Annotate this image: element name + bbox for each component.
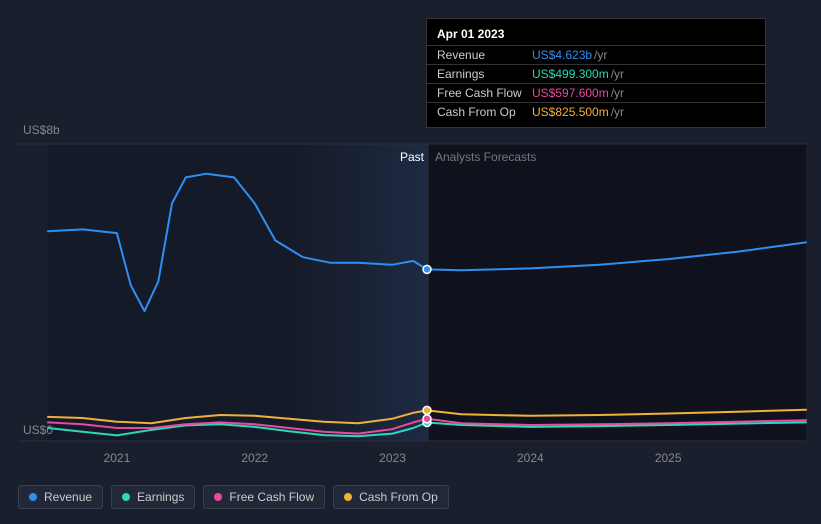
chart-legend: Revenue Earnings Free Cash Flow Cash From O… <box>18 485 449 509</box>
tooltip-suffix: /yr <box>611 105 624 119</box>
tooltip-row-free-cash-flow: Free Cash FlowUS$597.600m/yr <box>427 84 765 103</box>
tooltip-label: Free Cash Flow <box>437 86 532 100</box>
legend-item-fcf[interactable]: Free Cash Flow <box>203 485 325 509</box>
tooltip-suffix: /yr <box>594 48 607 62</box>
y-axis-min-label: US$0 <box>23 423 53 437</box>
legend-item-earnings[interactable]: Earnings <box>111 485 195 509</box>
x-tick-2022: 2022 <box>241 451 268 465</box>
x-tick-2025: 2025 <box>655 451 682 465</box>
legend-label: Revenue <box>44 490 92 504</box>
legend-dot-icon <box>214 493 222 501</box>
tooltip-row-cash-from-op: Cash From OpUS$825.500m/yr <box>427 103 765 121</box>
legend-label: Cash From Op <box>359 490 438 504</box>
tooltip-row-earnings: EarningsUS$499.300m/yr <box>427 65 765 84</box>
tooltip-value: US$4.623b <box>532 48 592 62</box>
tooltip-label: Revenue <box>437 48 532 62</box>
y-axis-max-label: US$8b <box>23 123 60 137</box>
tooltip-label: Cash From Op <box>437 105 532 119</box>
legend-dot-icon <box>29 493 37 501</box>
legend-dot-icon <box>344 493 352 501</box>
tooltip-suffix: /yr <box>611 67 624 81</box>
legend-item-revenue[interactable]: Revenue <box>18 485 103 509</box>
tooltip-value: US$825.500m <box>532 105 609 119</box>
legend-label: Free Cash Flow <box>229 490 314 504</box>
legend-dot-icon <box>122 493 130 501</box>
x-tick-2024: 2024 <box>517 451 544 465</box>
financials-chart: US$8b US$0 Past Analysts Forecasts 2021 2… <box>0 0 821 524</box>
tooltip-suffix: /yr <box>611 86 624 100</box>
legend-item-cfo[interactable]: Cash From Op <box>333 485 449 509</box>
tooltip-row-revenue: RevenueUS$4.623b/yr <box>427 46 765 65</box>
forecast-region-label: Analysts Forecasts <box>435 150 536 164</box>
legend-label: Earnings <box>137 490 184 504</box>
hover-tooltip: Apr 01 2023 RevenueUS$4.623b/yrEarningsU… <box>426 18 766 128</box>
tooltip-date: Apr 01 2023 <box>427 25 765 46</box>
tooltip-label: Earnings <box>437 67 532 81</box>
tooltip-value: US$597.600m <box>532 86 609 100</box>
x-tick-2023: 2023 <box>379 451 406 465</box>
x-tick-2021: 2021 <box>104 451 131 465</box>
past-region-label: Past <box>390 150 424 164</box>
tooltip-value: US$499.300m <box>532 67 609 81</box>
